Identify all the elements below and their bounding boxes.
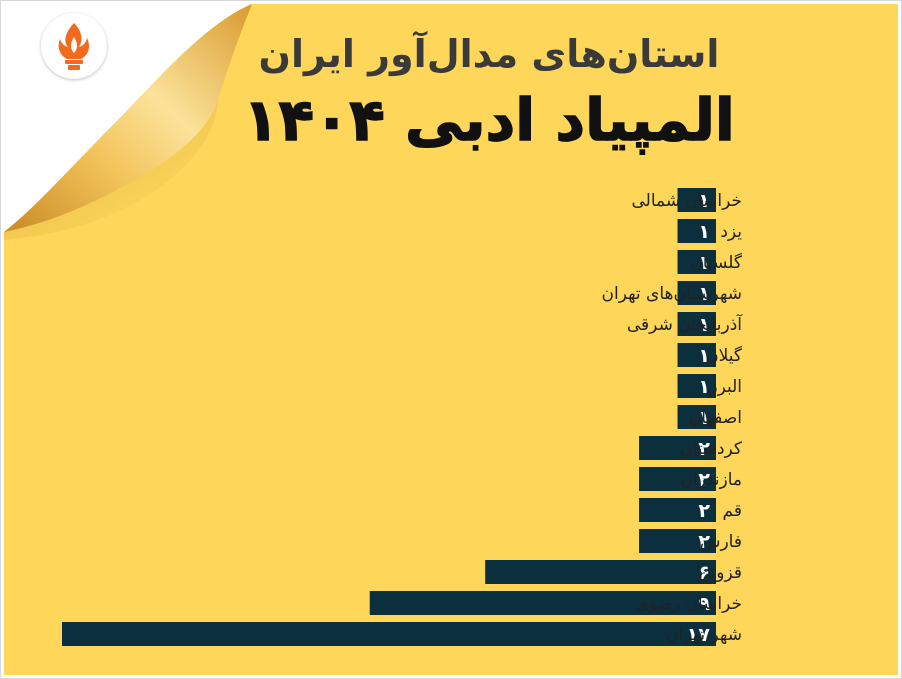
infographic-canvas: استان‌های مدال‌آور ایران المپیاد ادبی ۱۴…	[4, 4, 898, 675]
category-label: یزد	[720, 222, 742, 242]
bar	[485, 560, 716, 584]
bar	[639, 436, 716, 460]
bar-value-label: ۲	[698, 469, 710, 491]
bar-value-label: ۲	[698, 531, 710, 553]
bar-value-label: ۹	[698, 593, 710, 615]
category-label: آذربایجان شرقی	[627, 313, 743, 335]
bar	[677, 405, 716, 429]
category-label: قم	[723, 501, 742, 521]
bar	[369, 591, 716, 615]
category-label: کردستان	[680, 439, 743, 459]
bar-value-label: ۱	[698, 314, 710, 336]
bar	[677, 188, 716, 212]
bar-value-label: ۱	[698, 190, 710, 212]
bar	[677, 374, 716, 398]
bar-value-label: ۱	[698, 345, 710, 367]
chart-title: المپیاد ادبی ۱۴۰۴	[242, 85, 735, 155]
bar	[677, 250, 716, 274]
category-label: مازندران	[680, 470, 742, 490]
category-label: البرز	[708, 377, 742, 397]
chart-subtitle: استان‌های مدال‌آور ایران	[258, 32, 720, 76]
category-label: قزوین	[699, 563, 742, 583]
category-label: اصفهان	[689, 408, 742, 428]
bar-value-label: ۶	[698, 562, 710, 584]
bar	[677, 343, 716, 367]
torch-flame-icon	[58, 23, 89, 70]
bar-value-label: ۱	[698, 376, 710, 398]
bar	[677, 312, 716, 336]
bar-value-label: ۲	[698, 500, 710, 522]
category-label: گلستان	[690, 252, 743, 273]
bar-value-label: ۱	[698, 252, 710, 274]
bar	[639, 529, 716, 553]
category-label: خراسان شمالی	[631, 191, 742, 211]
category-label: شهرستان‌های تهران	[601, 284, 742, 304]
bar-value-label: ۱	[698, 407, 710, 429]
bar-value-label: ۱	[698, 283, 710, 305]
category-label: فارس	[700, 532, 742, 552]
bar-value-label: ۲	[698, 438, 710, 460]
category-label: شهر تهران	[666, 625, 742, 645]
bar	[677, 281, 716, 305]
category-label: گیلان	[706, 345, 743, 366]
bar	[62, 622, 716, 646]
bar	[639, 467, 716, 491]
logo	[41, 13, 107, 79]
bar	[639, 498, 716, 522]
bar	[677, 219, 716, 243]
category-label: خراسان رضوی	[635, 594, 742, 614]
bar-value-label: ۱	[698, 221, 710, 243]
bar-value-label: ۱۷	[687, 624, 711, 646]
